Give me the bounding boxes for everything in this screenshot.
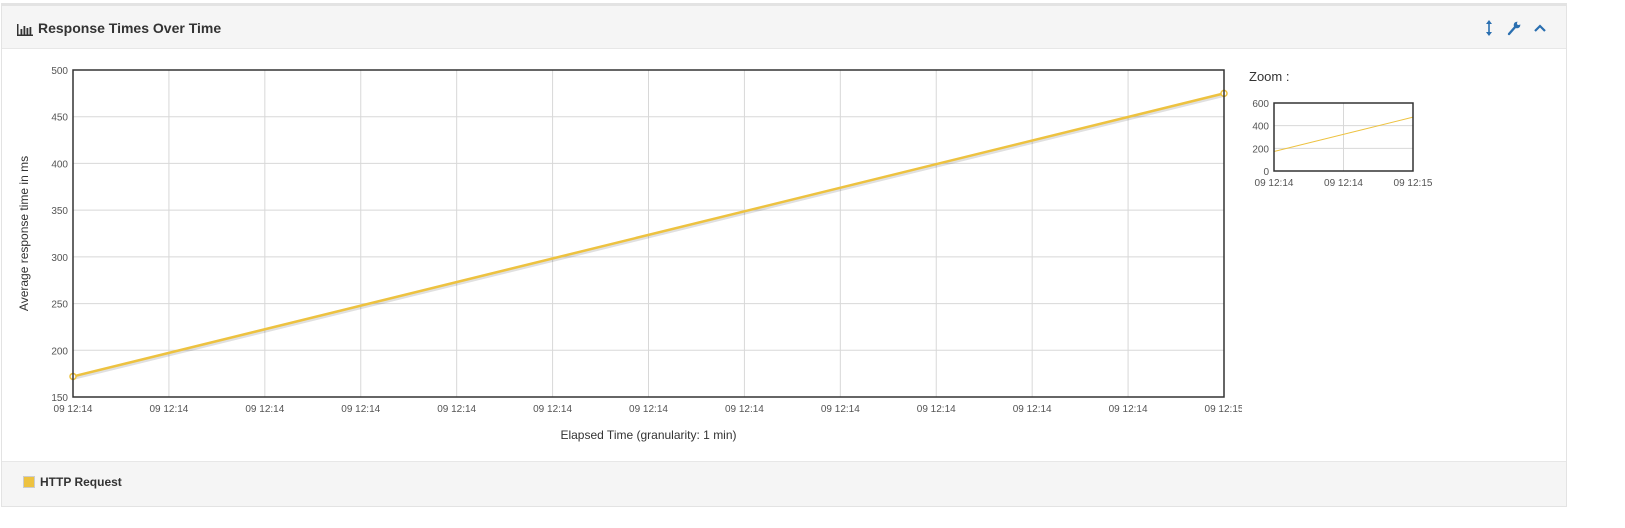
x-tick-label: 09 12:14: [149, 404, 188, 415]
y-tick-label: 200: [1252, 144, 1269, 155]
y-tick-label: 500: [51, 66, 68, 77]
x-axis-label: Elapsed Time (granularity: 1 min): [560, 428, 736, 442]
x-tick-label: 09 12:14: [917, 404, 956, 415]
panel-title: Response Times Over Time: [38, 20, 222, 36]
plot-frame: [1273, 102, 1414, 172]
y-tick-label: 200: [51, 346, 68, 357]
series-line: [72, 92, 1225, 378]
x-tick-label: 09 12:14: [245, 404, 284, 415]
main-chart[interactable]: 150 200 250 300 350 400 450 500 09 12:14 09 12:14…: [2, 49, 1242, 463]
y-tick-label: 450: [51, 113, 68, 124]
y-tick-label: 400: [1252, 122, 1269, 133]
y-tick-label: 350: [51, 206, 68, 217]
x-tick-label: 09 12:14: [821, 404, 860, 415]
legend: HTTP Request: [2, 461, 1566, 506]
x-tick-label: 09 12:14: [629, 404, 668, 415]
zoom-chart[interactable]: 0 200 400 600 09 12:14 09 12:14 09 12:15: [1242, 89, 1462, 199]
y-tick-label: 150: [51, 393, 68, 404]
series-line: [1273, 116, 1414, 152]
response-times-panel: Response Times Over Time 150 200 250 300 350…: [1, 3, 1567, 507]
x-tick-label: 09 12:14: [533, 404, 572, 415]
resize-icon[interactable]: [1482, 20, 1496, 36]
x-tick-label: 09 12:14: [1255, 178, 1294, 189]
x-tick-label: 09 12:15: [1205, 404, 1242, 415]
series-line-shadow: [72, 93, 1225, 380]
x-tick-label: 09 12:14: [54, 404, 93, 415]
wrench-icon[interactable]: [1507, 20, 1521, 36]
legend-swatch-http-request[interactable]: [23, 476, 35, 488]
y-tick-label: 250: [51, 300, 68, 311]
bar-chart-icon: [17, 23, 33, 36]
x-tick-label: 09 12:14: [725, 404, 764, 415]
x-tick-label: 09 12:14: [1013, 404, 1052, 415]
y-tick-label: 400: [51, 159, 68, 170]
y-tick-label: 300: [51, 253, 68, 264]
chart-area: 150 200 250 300 350 400 450 500 09 12:14 09 12:14…: [2, 49, 1566, 463]
panel-heading: Response Times Over Time: [2, 4, 1566, 49]
plot-frame: [72, 69, 1225, 398]
y-axis-label: Average response time in ms: [17, 156, 31, 311]
x-tick-label: 09 12:14: [437, 404, 476, 415]
y-tick-label: 600: [1252, 99, 1269, 110]
x-tick-label: 09 12:14: [1109, 404, 1148, 415]
zoom-label: Zoom :: [1249, 69, 1290, 84]
collapse-chevron-up-icon[interactable]: [1533, 20, 1547, 36]
y-tick-label: 0: [1263, 167, 1269, 178]
legend-label-http-request[interactable]: HTTP Request: [40, 475, 122, 489]
x-tick-label: 09 12:15: [1394, 178, 1433, 189]
x-tick-label: 09 12:14: [341, 404, 380, 415]
x-tick-label: 09 12:14: [1324, 178, 1363, 189]
